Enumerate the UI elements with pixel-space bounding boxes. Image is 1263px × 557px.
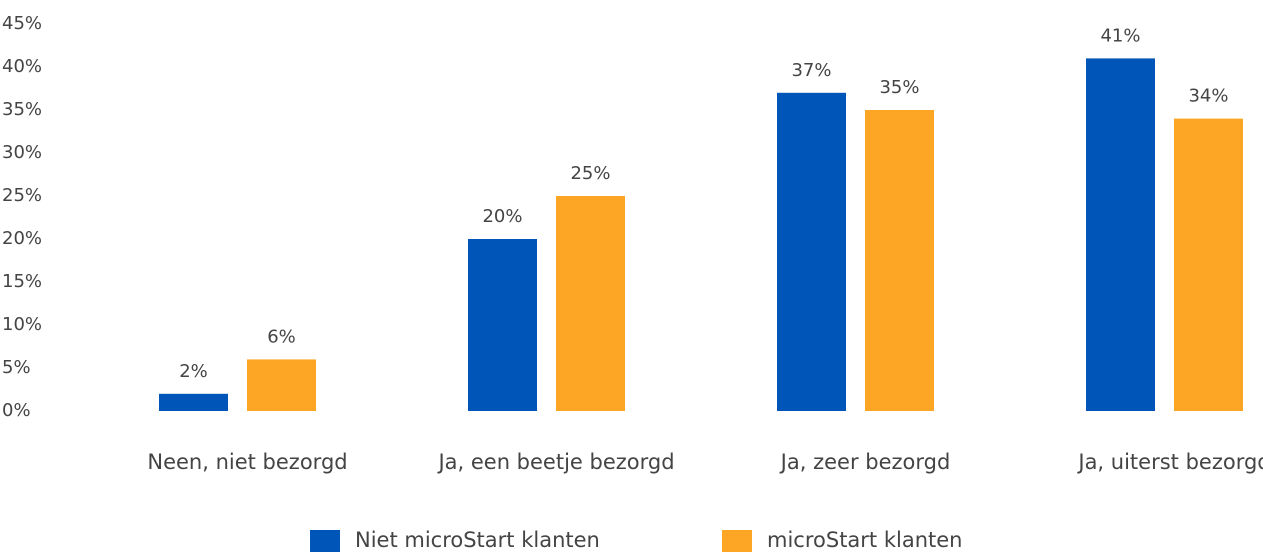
y-tick-label: 30% (2, 142, 42, 163)
y-tick-label: 40% (2, 56, 42, 77)
y-tick-label: 25% (2, 185, 42, 206)
x-tick-label: Ja, een beetje bezorgd (436, 450, 674, 474)
bar (468, 239, 537, 411)
value-label: 25% (570, 163, 610, 184)
value-label: 41% (1100, 25, 1140, 46)
y-tick-label: 5% (2, 357, 31, 378)
bar (865, 110, 934, 411)
x-tick-label: Ja, zeer bezorgd (779, 450, 951, 474)
legend-label: microStart klanten (767, 528, 962, 552)
value-label: 6% (267, 326, 296, 347)
legend-swatch (310, 530, 340, 552)
value-label: 34% (1188, 86, 1228, 107)
y-tick-label: 45% (2, 13, 42, 34)
bar (556, 196, 625, 411)
y-tick-label: 15% (2, 271, 42, 292)
value-label: 20% (482, 206, 522, 227)
y-tick-label: 20% (2, 228, 42, 249)
y-tick-label: 10% (2, 314, 42, 335)
bar (1086, 58, 1155, 412)
y-tick-label: 0% (2, 400, 31, 421)
y-tick-label: 35% (2, 99, 42, 120)
x-tick-label: Ja, uiterst bezorgd (1076, 450, 1263, 474)
value-label: 35% (879, 77, 919, 98)
legend-swatch (722, 530, 752, 552)
bar (777, 92, 846, 412)
bar (247, 359, 316, 411)
bar (159, 393, 228, 411)
value-label: 2% (179, 361, 208, 382)
x-tick-label: Neen, niet bezorgd (147, 450, 347, 474)
value-label: 37% (791, 60, 831, 81)
bar (1174, 118, 1243, 411)
legend-label: Niet microStart klanten (355, 528, 600, 552)
